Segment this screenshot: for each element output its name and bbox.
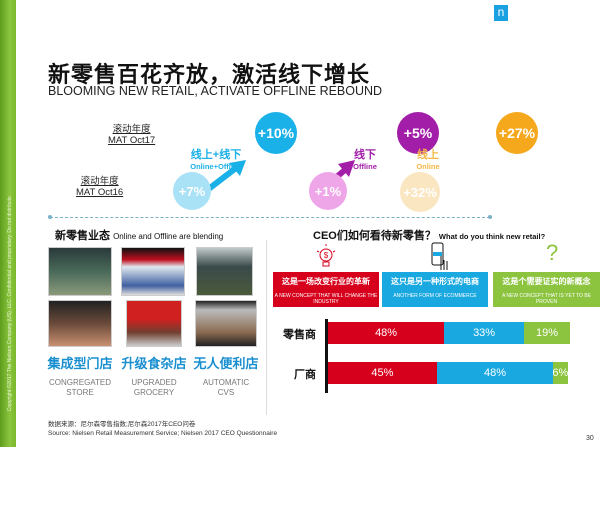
category-label: 厂商 (294, 369, 316, 381)
store-photo (48, 300, 112, 347)
svg-text:$: $ (324, 251, 329, 260)
segment-online: 线上 Online (408, 150, 448, 172)
online-curr-circle: +27% (496, 112, 538, 154)
option-cn: 这是一场改变行业的革新 (282, 277, 370, 286)
formats-heading-cn: 新零售业态 (55, 230, 110, 242)
segment-cn: 线上+线下 (190, 149, 242, 161)
format-cn: 无人便利店 (193, 356, 259, 371)
online-prev-circle: +32% (400, 172, 440, 212)
dashed-divider (50, 217, 490, 218)
option-unproven: 这是个需要证实的新概念 A NEW CONCEPT THAT IS YET TO … (493, 272, 600, 307)
mat-oct17-label: 滚动年度 MAT Oct17 (108, 124, 155, 146)
mat17-en: MAT Oct17 (108, 135, 156, 146)
format-en: UPGRADED (131, 378, 177, 387)
lightbulb-dollar-icon: $ (316, 244, 336, 267)
option-industry-change: 这是一场改变行业的革新 A NEW CONCEPT THAT WILL CHANG… (273, 272, 379, 307)
segment-en: Online (416, 162, 440, 171)
formats-heading-en: Online and Offline are blending (113, 232, 224, 241)
footer-source: 数据来源：尼尔森零售指数;尼尔森2017年CEO问卷 Source: Nielse… (48, 420, 277, 438)
option-cn: 这只是另一种形式的电商 (391, 277, 479, 286)
grocery-photo (121, 247, 185, 296)
cvs-photo (196, 247, 253, 296)
nielsen-logo: n (494, 5, 508, 21)
divider-dot (488, 215, 492, 219)
segment-en: Online+Offline (190, 162, 242, 171)
source-cn: 数据来源：尼尔森零售指数;尼尔森2017年CEO问卷 (48, 421, 196, 428)
online-offline-curr-circle: +10% (255, 112, 297, 154)
grocery-photo (126, 300, 182, 347)
segment-cn: 线上 (417, 149, 439, 161)
option-en: ANOTHER FORM OF ECOMMERCE (393, 293, 477, 299)
format-en: GROCERY (133, 388, 175, 397)
option-ecommerce: 这只是另一种形式的电商 ANOTHER FORM OF ECOMMERCE (382, 272, 488, 307)
offline-prev-circle: +1% (309, 172, 347, 210)
store-photo (48, 247, 112, 296)
page-number: 30 (586, 435, 594, 442)
bar-segment: 45% (328, 362, 437, 384)
mat-oct16-label: 滚动年度 MAT Oct16 (76, 176, 123, 198)
mat16-en: MAT Oct16 (76, 187, 124, 198)
segment-offline: 线下 Offline (345, 150, 385, 172)
phone-tap-icon (431, 242, 448, 270)
category-label: 零售商 (283, 329, 316, 341)
page-subtitle: BLOOMING NEW RETAIL, ACTIVATE OFFLINE RE… (48, 84, 383, 98)
vertical-divider (266, 240, 267, 415)
format-automatic: 无人便利店 AUTOMATIC CVS (186, 353, 266, 398)
format-cn: 升级食杂店 (121, 356, 187, 371)
green-sidebar (0, 0, 16, 447)
formats-heading: 新零售业态 Online and Offline are blending (55, 227, 223, 243)
arrow-online-offline-icon (204, 160, 246, 194)
segment-online-offline: 线上+线下 Online+Offline (183, 150, 249, 172)
divider-dot (48, 215, 52, 219)
segment-en: Offline (353, 162, 377, 171)
bar-segment: 33% (444, 322, 525, 344)
format-en: CVS (217, 388, 235, 397)
option-en: A NEW CONCEPT THAT WILL CHANGE THE INDUS… (274, 293, 378, 305)
chart-axis (325, 319, 328, 393)
segment-cn: 线下 (354, 149, 376, 161)
bar-segment: 48% (436, 362, 554, 384)
question-mark-icon: ? (546, 240, 559, 265)
format-en: STORE (66, 388, 94, 397)
online-offline-prev-circle: +7% (173, 172, 211, 210)
stacked-bar-chart: 48% 33% 19% 45% 48% 6% (328, 0, 570, 447)
ceo-heading-cn: CEO们如何看待新零售？ (313, 230, 436, 242)
page-title: 新零售百花齐放，激活线下增长 (48, 62, 371, 87)
bar-segment: 48% (328, 322, 445, 344)
bar-segment: 6% (552, 362, 568, 384)
format-en: CONGREGATED (48, 378, 112, 387)
format-congregated: 集成型门店 CONGREGATED STORE (40, 353, 120, 398)
option-en: A NEW CONCEPT THAT IS YET TO BE PROVEN (501, 293, 591, 305)
bar-segment: 19% (524, 322, 570, 344)
ceo-heading: CEO们如何看待新零售？ What do you think new retai… (313, 227, 545, 243)
source-en: Source: Nielsen Retail Measurement Servi… (48, 430, 278, 437)
offline-curr-circle: +5% (397, 112, 439, 154)
option-cn: 这是个需要证实的新概念 (502, 277, 591, 286)
cvs-photo (195, 300, 257, 347)
format-upgraded: 升级食杂店 UPGRADED GROCERY (114, 353, 194, 398)
format-en: AUTOMATIC (202, 378, 250, 387)
mat16-cn: 滚动年度 (80, 176, 119, 187)
format-cn: 集成型门店 (47, 356, 113, 371)
mat17-cn: 滚动年度 (112, 124, 151, 135)
ceo-heading-en: What do you think new retail? (438, 232, 546, 241)
